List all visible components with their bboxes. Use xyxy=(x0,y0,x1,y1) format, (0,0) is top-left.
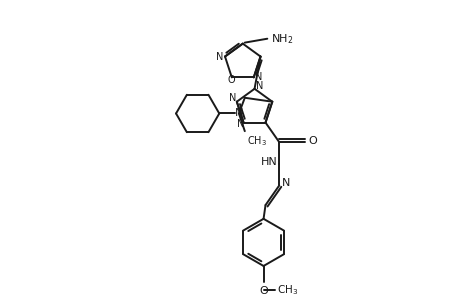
Text: N: N xyxy=(255,81,263,91)
Text: O: O xyxy=(258,286,267,296)
Text: O: O xyxy=(228,75,235,85)
Text: N: N xyxy=(216,52,224,61)
Text: CH$_3$: CH$_3$ xyxy=(277,284,298,297)
Text: N: N xyxy=(236,118,244,128)
Text: N: N xyxy=(229,93,236,103)
Text: CH$_3$: CH$_3$ xyxy=(246,134,266,148)
Text: O: O xyxy=(308,136,317,146)
Text: NH$_2$: NH$_2$ xyxy=(271,32,293,46)
Text: HN: HN xyxy=(261,157,277,167)
Text: N: N xyxy=(254,72,262,82)
Text: N: N xyxy=(281,178,290,188)
Text: N: N xyxy=(234,109,242,118)
